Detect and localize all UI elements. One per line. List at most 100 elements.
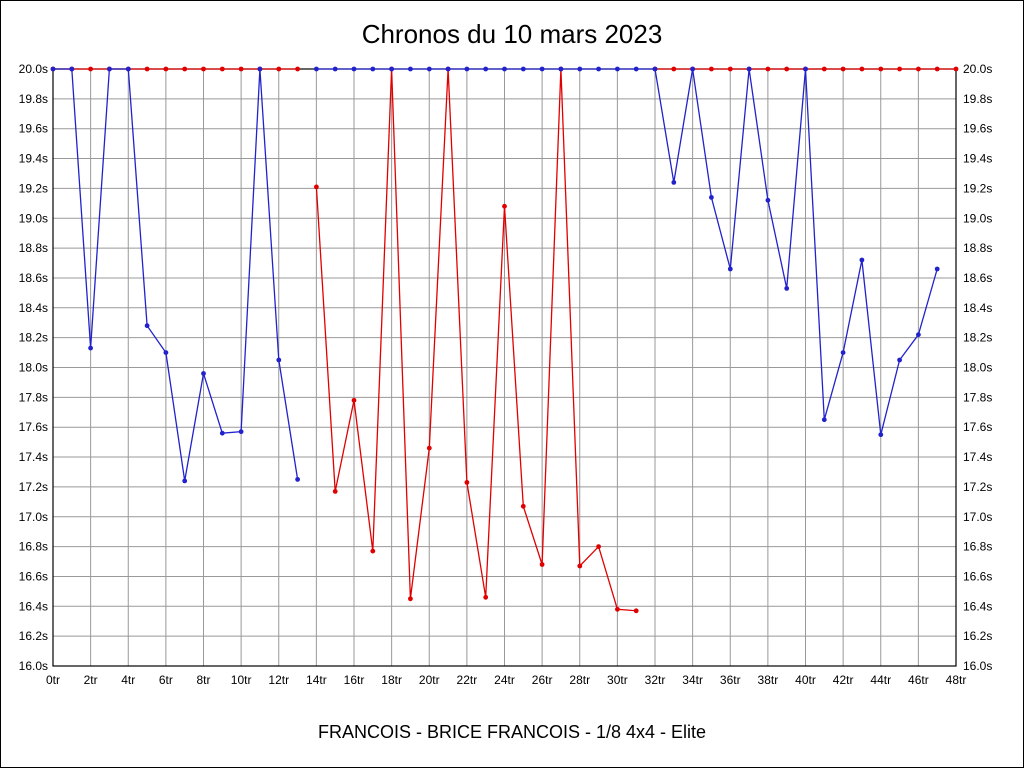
- data-point-blue-pilot: [351, 66, 357, 72]
- data-point-blue-pilot: [671, 180, 677, 185]
- x-axis-tick-label: 36tr: [720, 673, 741, 687]
- y-axis-tick-label-right: 18.2s: [963, 331, 992, 345]
- y-axis-tick-label-left: 18.8s: [19, 241, 48, 255]
- data-point-red-pilot: [671, 66, 677, 72]
- x-axis-tick-label: 32tr: [645, 673, 666, 687]
- series-line-red-pilot: [315, 68, 637, 612]
- y-axis-tick-label-left: 18.2s: [19, 331, 48, 345]
- data-point-red-pilot: [332, 489, 338, 494]
- y-axis-tick-label-right: 18.6s: [963, 271, 992, 285]
- x-axis-tick-label: 26tr: [532, 673, 553, 687]
- data-point-red-pilot: [163, 66, 169, 72]
- data-point-blue-pilot: [182, 478, 188, 484]
- data-point-blue-pilot: [370, 66, 376, 72]
- x-axis-tick-label: 42tr: [833, 673, 854, 687]
- data-point-red-pilot: [765, 66, 771, 72]
- data-point-blue-pilot: [916, 332, 921, 338]
- data-point-red-pilot: [88, 66, 93, 72]
- y-axis-tick-label-left: 19.6s: [19, 122, 48, 136]
- series-line-blue-pilot: [316, 68, 938, 435]
- data-point-blue-pilot: [652, 66, 658, 72]
- x-axis-tick-label: 18tr: [381, 673, 402, 687]
- data-point-blue-pilot: [295, 477, 300, 482]
- data-point-blue-pilot: [163, 350, 169, 355]
- data-point-red-pilot: [784, 66, 790, 72]
- data-point-blue-pilot: [840, 350, 846, 355]
- y-axis-tick-label-left: 16.0s: [19, 659, 48, 673]
- data-point-blue-pilot: [897, 357, 902, 363]
- x-axis-tick-label: 44tr: [870, 673, 891, 687]
- data-point-red-pilot: [426, 445, 432, 451]
- data-point-red-pilot: [916, 66, 921, 72]
- y-axis-tick-label-right: 17.2s: [963, 480, 992, 494]
- x-axis-tick-label: 4tr: [121, 673, 135, 687]
- x-axis-tick-label: 38tr: [758, 673, 779, 687]
- data-point-blue-pilot: [821, 417, 827, 423]
- data-point-blue-pilot: [69, 66, 75, 72]
- y-axis-tick-label-right: 19.4s: [963, 152, 992, 166]
- x-axis-tick-label: 24tr: [494, 673, 515, 687]
- data-point-blue-pilot: [596, 66, 601, 72]
- y-axis-tick-label-left: 17.0s: [19, 510, 48, 524]
- y-axis-tick-label-right: 19.2s: [963, 181, 992, 195]
- data-point-red-pilot: [182, 66, 188, 72]
- y-axis-tick-label-left: 17.2s: [19, 480, 48, 494]
- data-point-blue-pilot: [144, 323, 150, 329]
- data-point-red-pilot: [709, 66, 714, 72]
- y-axis-tick-label-left: 16.8s: [19, 540, 48, 554]
- y-axis-tick-label-right: 16.6s: [963, 569, 992, 583]
- data-point-blue-pilot: [464, 66, 470, 72]
- data-point-blue-pilot: [690, 66, 695, 72]
- x-axis-tick-label: 46tr: [908, 673, 929, 687]
- data-point-blue-pilot: [125, 66, 131, 72]
- x-axis-tick-label: 2tr: [84, 673, 98, 687]
- y-axis-tick-label-right: 16.2s: [963, 629, 992, 643]
- y-axis-tick-label-left: 18.6s: [19, 271, 48, 285]
- data-point-red-pilot: [727, 66, 733, 72]
- data-point-blue-pilot: [709, 195, 714, 200]
- y-axis-tick-label-left: 16.6s: [19, 569, 48, 583]
- y-axis-tick-label-left: 17.4s: [19, 450, 48, 464]
- data-point-blue-pilot: [746, 66, 752, 72]
- data-point-red-pilot: [238, 66, 244, 72]
- data-point-blue-pilot: [558, 66, 564, 72]
- data-point-blue-pilot: [803, 66, 808, 72]
- data-point-blue-pilot: [107, 66, 112, 72]
- data-point-red-pilot: [953, 66, 959, 72]
- data-point-blue-pilot: [539, 66, 545, 72]
- x-axis-tick-label: 10tr: [231, 673, 252, 687]
- data-point-red-pilot: [219, 66, 225, 72]
- data-point-red-pilot: [539, 562, 545, 567]
- y-axis-tick-label-right: 17.0s: [963, 510, 992, 524]
- x-axis-tick-label: 14tr: [306, 673, 327, 687]
- y-axis-tick-label-right: 20.0s: [963, 62, 992, 76]
- y-axis-tick-label-right: 19.6s: [963, 122, 992, 136]
- y-axis-tick-label-left: 20.0s: [19, 62, 48, 76]
- data-point-red-pilot: [577, 563, 583, 569]
- y-axis-tick-label-right: 18.4s: [963, 301, 992, 315]
- y-axis-tick-label-left: 19.2s: [19, 181, 48, 195]
- data-point-red-pilot: [351, 397, 357, 403]
- x-axis-tick-label: 22tr: [457, 673, 478, 687]
- data-point-red-pilot: [201, 66, 206, 72]
- data-point-blue-pilot: [633, 66, 639, 72]
- data-point-blue-pilot: [389, 66, 394, 72]
- data-point-red-pilot: [840, 66, 846, 72]
- y-axis-tick-label-left: 17.6s: [19, 420, 48, 434]
- data-point-red-pilot: [934, 66, 940, 72]
- data-point-red-pilot: [859, 66, 865, 72]
- x-axis-tick-label: 30tr: [607, 673, 628, 687]
- y-axis-tick-label-right: 16.4s: [963, 599, 992, 613]
- x-axis-tick-label: 28tr: [569, 673, 590, 687]
- data-point-blue-pilot: [878, 432, 884, 438]
- data-point-blue-pilot: [314, 66, 319, 72]
- y-axis-tick-label-right: 18.0s: [963, 361, 992, 375]
- data-point-blue-pilot: [276, 357, 282, 363]
- data-point-blue-pilot: [50, 66, 56, 72]
- data-point-blue-pilot: [615, 66, 620, 72]
- data-point-blue-pilot: [934, 266, 940, 272]
- data-point-red-pilot: [878, 66, 884, 72]
- chart-title: Chronos du 10 mars 2023: [361, 19, 663, 49]
